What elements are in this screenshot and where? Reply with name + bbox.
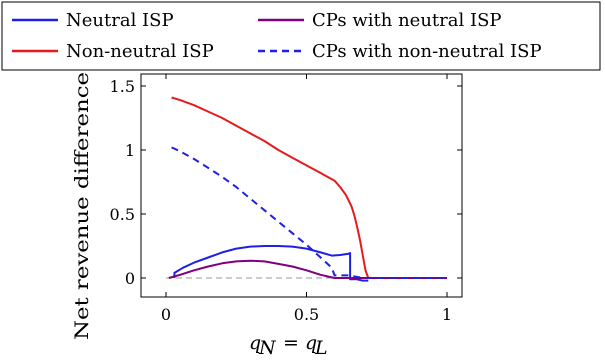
legend: Neutral ISP CPs with neutral ISP Non-neu… bbox=[1, 1, 601, 71]
legend-label-neutral-isp: Neutral ISP bbox=[66, 10, 174, 31]
x-tick-label-2: 1 bbox=[442, 305, 452, 324]
series-line-1 bbox=[171, 96, 370, 279]
x-label-q1: q bbox=[249, 332, 261, 354]
plot-area bbox=[166, 96, 447, 282]
series-line-0 bbox=[173, 245, 369, 282]
series-line-2 bbox=[168, 259, 447, 279]
y-tick-label-3: 1.5 bbox=[110, 77, 135, 96]
legend-label-non-neutral-isp: Non-neutral ISP bbox=[66, 41, 214, 62]
legend-label-cps-neutral: CPs with neutral ISP bbox=[312, 10, 502, 31]
x-axis-label: q N = q L bbox=[249, 332, 328, 359]
legend-frame bbox=[1, 1, 601, 71]
x-tick-label-1: 0.5 bbox=[294, 305, 319, 324]
series-line-3 bbox=[171, 146, 447, 279]
legend-label-cps-non-neutral: CPs with non-neutral ISP bbox=[312, 41, 542, 62]
y-tick-label-0: 0 bbox=[125, 269, 135, 288]
x-label-q2: q bbox=[305, 332, 317, 354]
x-label-sub-n: N bbox=[258, 337, 277, 359]
y-tick-label-1: 0.5 bbox=[110, 205, 135, 224]
axes-frame bbox=[140, 73, 463, 298]
x-tick-label-0: 0 bbox=[161, 305, 171, 324]
y-tick-label-2: 1 bbox=[125, 141, 135, 160]
x-label-sub-l: L bbox=[314, 337, 328, 359]
x-label-equals: = bbox=[283, 332, 299, 354]
y-axis-label: Net revenue difference bbox=[71, 72, 93, 340]
